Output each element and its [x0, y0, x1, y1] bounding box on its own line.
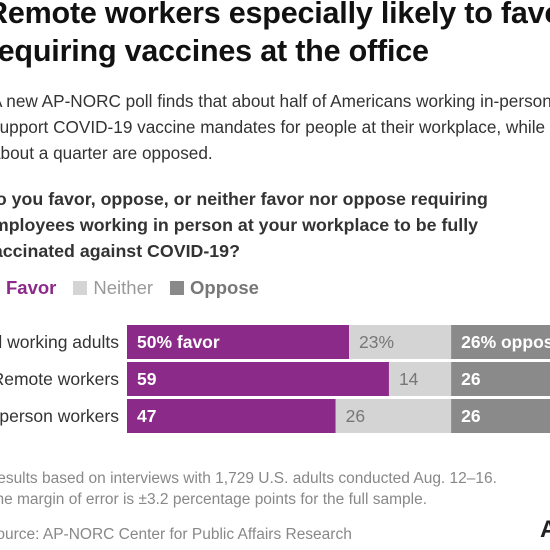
question-line-3: vaccinated against COVID-19?	[0, 241, 240, 261]
data-label-favor-in-person-workers: 47	[137, 406, 156, 426]
survey-question: Do you favor, oppose, or neither favor n…	[0, 186, 543, 264]
category-label-remote-workers: Remote workers	[0, 369, 119, 389]
legend-swatch-oppose	[170, 281, 185, 295]
legend-item-oppose: Oppose	[170, 277, 259, 299]
stacked-bar-chart: All working adults 50% favor 23% 26% oppose…	[0, 325, 550, 433]
data-label-neither-in-person-workers: 26	[346, 406, 365, 426]
data-label-favor-all-working-adults: 50% favor	[137, 332, 220, 352]
legend-item-neither: Neither	[73, 277, 153, 299]
bar-favor-in-person-workers	[127, 399, 336, 433]
subtitle-line-1: A new AP-NORC poll finds that about half…	[0, 91, 550, 111]
legend-label-neither: Neither	[93, 277, 154, 298]
data-label-oppose-all-working-adults: 26% oppose	[461, 332, 550, 352]
chart-source: Source: AP-NORC Center for Public Affair…	[0, 526, 352, 543]
legend-item-favor: Favor	[0, 277, 56, 299]
bar-neither-all-working-adults	[349, 325, 452, 359]
legend-label-oppose: Oppose	[190, 277, 259, 298]
data-label-neither-remote-workers: 14	[399, 369, 419, 389]
legend-swatch-neither	[73, 281, 88, 295]
title-line-1: Remote workers especially likely to favo…	[0, 0, 550, 30]
note-line-2: The margin of error is ±3.2 percentage p…	[0, 491, 428, 508]
bar-favor-remote-workers	[127, 362, 389, 396]
note-line-1: Results based on interviews with 1,729 U…	[0, 470, 497, 487]
chart-notes: Results based on interviews with 1,729 U…	[0, 468, 550, 510]
data-label-oppose-in-person-workers: 26	[461, 406, 481, 426]
bar-neither-remote-workers	[388, 362, 452, 396]
data-label-oppose-remote-workers: 26	[461, 369, 481, 389]
data-label-favor-remote-workers: 59	[137, 369, 157, 389]
subtitle-line-3: about a quarter are opposed.	[0, 143, 213, 163]
question-line-1: Do you favor, oppose, or neither favor n…	[0, 189, 488, 209]
chart-subtitle: A new AP-NORC poll finds that about half…	[0, 88, 550, 166]
bar-neither-in-person-workers	[335, 399, 452, 433]
category-label-all-working-adults: All working adults	[0, 332, 119, 352]
question-line-2: employees working in person at your work…	[0, 215, 479, 235]
bar-oppose-in-person-workers	[451, 399, 550, 433]
ap-logo: AP	[540, 516, 550, 543]
bar-oppose-all-working-adults	[451, 325, 550, 359]
chart-title: Remote workers especially likely to favo…	[0, 0, 550, 70]
data-label-neither-all-working-adults: 23%	[359, 332, 394, 352]
bar-favor-all-working-adults	[127, 325, 349, 359]
legend-label-favor: Favor	[6, 277, 57, 298]
bar-oppose-remote-workers	[451, 362, 550, 396]
title-line-2: requiring vaccines at the office	[0, 34, 429, 68]
subtitle-line-2: support COVID-19 vaccine mandates for pe…	[0, 117, 546, 137]
category-label-in-person-workers: In-person workers	[0, 406, 119, 426]
chart-legend: Favor Neither Oppose	[0, 276, 276, 300]
